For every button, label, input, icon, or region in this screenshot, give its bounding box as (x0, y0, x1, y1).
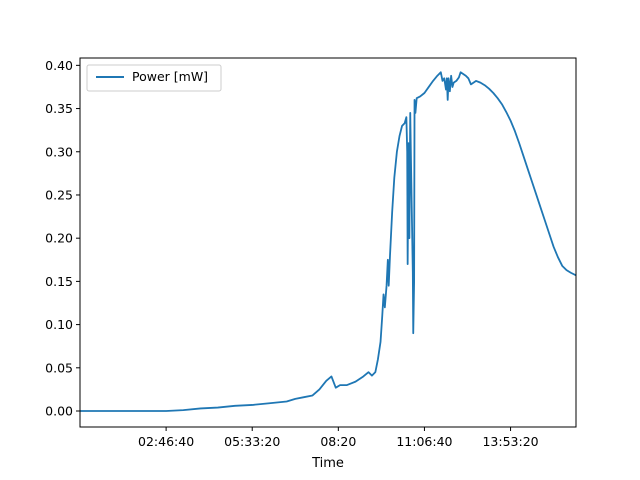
x-tick-label: 11:06:40 (396, 434, 452, 449)
x-tick-label: 13:53:20 (482, 434, 538, 449)
y-axis: 0.00 0.05 0.10 0.15 0.20 0.25 0.30 0.35 0.40 (45, 58, 80, 419)
y-tick-label: 0.30 (45, 144, 73, 159)
y-tick-label: 0.25 (45, 187, 73, 202)
x-tick-label: 08:20 (320, 434, 356, 449)
y-tick-label: 0.40 (45, 58, 73, 73)
x-tick-label: 02:46:40 (138, 434, 194, 449)
series-layer (80, 71, 576, 412)
legend-label-power: Power [mW] (132, 69, 208, 84)
y-tick-label: 0.10 (45, 317, 73, 332)
x-axis-label: Time (311, 456, 344, 471)
y-tick-label: 0.15 (45, 274, 73, 289)
y-tick-label: 0.05 (45, 360, 73, 375)
y-tick-label: 0.20 (45, 231, 73, 246)
legend: Power [mW] (86, 64, 222, 92)
x-axis: 02:46:40 05:33:20 08:20 11:06:40 13:53:20 (138, 427, 539, 449)
series-line-power (80, 71, 576, 412)
x-tick-label: 05:33:20 (224, 434, 280, 449)
y-tick-label: 0.00 (45, 404, 73, 419)
legend-box (86, 64, 222, 92)
y-tick-label: 0.35 (45, 101, 73, 116)
plot-frame (79, 57, 577, 428)
plot-area (80, 58, 576, 427)
